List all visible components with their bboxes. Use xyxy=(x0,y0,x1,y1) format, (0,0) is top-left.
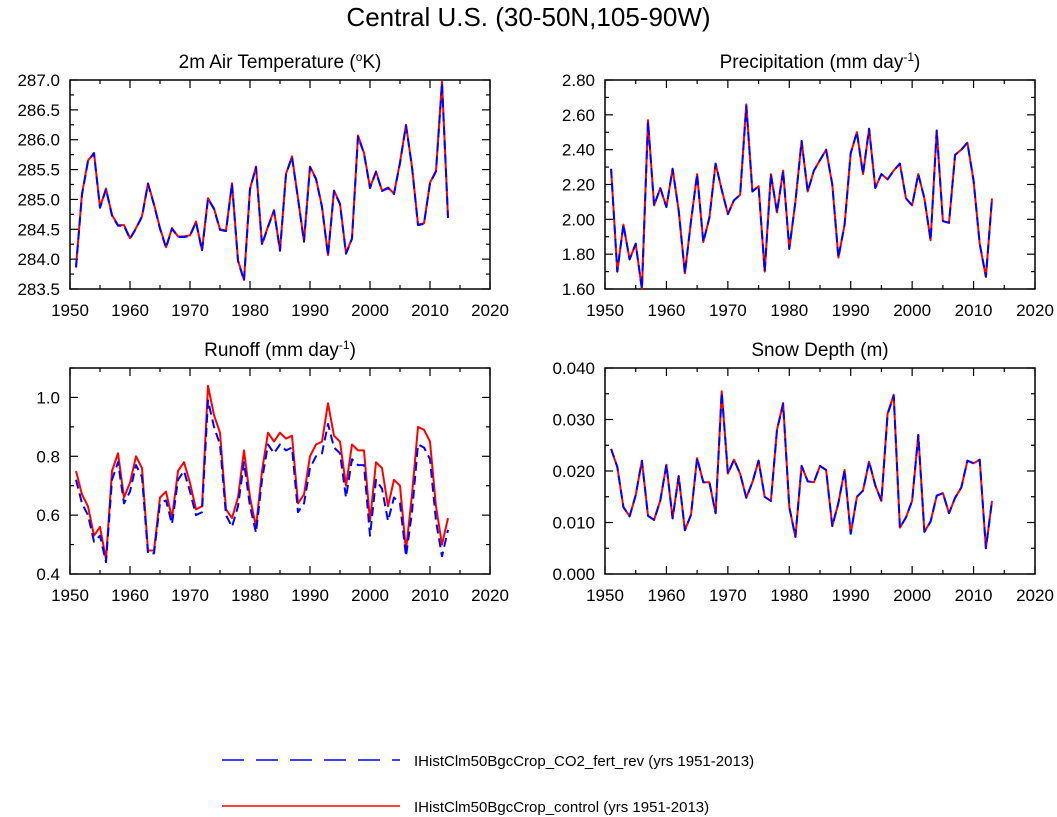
series-line-co2 xyxy=(75,399,449,564)
panel-title-text: Snow Depth (m) xyxy=(751,340,888,361)
x-tick-label: 2000 xyxy=(893,301,931,320)
x-tick-label: 1960 xyxy=(648,586,686,605)
plot-frame xyxy=(69,79,491,290)
panel-precipitation: Precipitation (mm day-1) 1950 1960 1970 1980… xyxy=(562,50,1054,320)
panel-title-superscript: -1 xyxy=(339,338,350,352)
y-tick-label: 2.60 xyxy=(562,106,595,125)
y-tick-label: 0.020 xyxy=(552,462,595,481)
series-line-control xyxy=(75,80,449,281)
y-tick-label: 0.6 xyxy=(36,506,60,525)
x-tick-label: 1990 xyxy=(291,301,329,320)
x-tick-label: 2020 xyxy=(1016,301,1054,320)
panel-title-superscript: -1 xyxy=(903,50,914,64)
x-tick-label: 1950 xyxy=(51,586,89,605)
x-tick-label: 2020 xyxy=(1016,586,1054,605)
x-tick-label: 1950 xyxy=(51,301,89,320)
x-tick-label: 2000 xyxy=(351,586,389,605)
series-line-control xyxy=(75,384,449,561)
x-tick-label: 1970 xyxy=(171,586,209,605)
x-tick-label: 2000 xyxy=(351,301,389,320)
x-tick-label: 1970 xyxy=(709,586,747,605)
figure-title: Central U.S. (30-50N,105-90W) xyxy=(346,2,711,32)
y-tick-label: 0.040 xyxy=(552,359,595,378)
x-tick-label: 2010 xyxy=(411,586,449,605)
series-line-co2 xyxy=(610,391,993,550)
y-tick-label: 1.0 xyxy=(36,388,60,407)
panel-title-suffix: ) xyxy=(350,340,356,361)
series-line-control xyxy=(610,390,993,550)
panel-title: Snow Depth (m) xyxy=(751,340,888,361)
x-tick-label: 2020 xyxy=(471,301,509,320)
panel-air-temperature: 2m Air Temperature (oK) 1950 1960 1970 1980 1… xyxy=(17,50,508,320)
y-tick-label: 0.000 xyxy=(552,565,595,584)
y-tick-label: 285.0 xyxy=(17,190,60,209)
panel-snow-depth: Snow Depth (m) 1950 1960 1970 1980 1990 2000 20… xyxy=(552,340,1053,605)
plot-frame xyxy=(604,367,1036,575)
panel-title: 2m Air Temperature (oK) xyxy=(179,50,382,73)
panel-title-text: Precipitation (mm day xyxy=(720,52,904,73)
panel-title: Runoff (mm day-1) xyxy=(204,338,356,361)
y-tick-label: 286.5 xyxy=(17,101,60,120)
x-tick-label: 1960 xyxy=(111,301,149,320)
panel-runoff: Runoff (mm day-1) 1950 1960 1970 1980 1990 200… xyxy=(36,338,509,605)
x-tick-label: 2020 xyxy=(471,586,509,605)
y-tick-label: 2.40 xyxy=(562,141,595,160)
x-tick-label: 1980 xyxy=(770,301,808,320)
panel-title-superscript: o xyxy=(356,50,363,64)
x-tick-label: 1950 xyxy=(586,301,624,320)
x-tick-label: 1990 xyxy=(291,586,329,605)
y-tick-label: 2.20 xyxy=(562,176,595,195)
panel-title: Precipitation (mm day-1) xyxy=(720,50,921,73)
legend-label-co2: IHistClm50BgcCrop_CO2_fert_rev (yrs 1951… xyxy=(414,753,754,770)
x-tick-label: 2010 xyxy=(955,301,993,320)
y-tick-label: 0.010 xyxy=(552,514,595,533)
panel-title-suffix: K) xyxy=(362,52,381,73)
y-tick-label: 286.0 xyxy=(17,131,60,150)
legend-label-control: IHistClm50BgcCrop_control (yrs 1951-2013… xyxy=(414,799,709,816)
x-tick-label: 1970 xyxy=(171,301,209,320)
panel-title-text: Runoff (mm day xyxy=(204,340,339,361)
x-tick-label: 1990 xyxy=(832,586,870,605)
x-tick-label: 2010 xyxy=(955,586,993,605)
x-tick-label: 1980 xyxy=(231,586,269,605)
x-tick-label: 1980 xyxy=(231,301,269,320)
y-tick-label: 283.5 xyxy=(17,280,60,299)
y-tick-label: 284.5 xyxy=(17,220,60,239)
x-tick-label: 1970 xyxy=(709,301,747,320)
x-tick-label: 2010 xyxy=(411,301,449,320)
x-tick-label: 2000 xyxy=(893,586,931,605)
panel-title-suffix: ) xyxy=(914,52,920,73)
legend: IHistClm50BgcCrop_CO2_fert_rev (yrs 1951… xyxy=(222,753,754,816)
y-tick-label: 0.4 xyxy=(36,565,60,584)
y-tick-label: 2.00 xyxy=(562,210,595,229)
y-tick-label: 2.80 xyxy=(562,71,595,90)
y-tick-label: 1.80 xyxy=(562,245,595,264)
x-tick-label: 1990 xyxy=(832,301,870,320)
series-line-co2 xyxy=(75,82,449,282)
y-tick-label: 1.60 xyxy=(562,280,595,299)
x-tick-label: 1950 xyxy=(586,586,624,605)
x-tick-label: 1960 xyxy=(111,586,149,605)
y-tick-label: 0.030 xyxy=(552,411,595,430)
y-tick-label: 285.5 xyxy=(17,161,60,180)
y-tick-label: 0.8 xyxy=(36,447,60,466)
panel-title-text: 2m Air Temperature ( xyxy=(179,52,357,73)
y-tick-label: 284.0 xyxy=(17,250,60,269)
x-tick-label: 1960 xyxy=(648,301,686,320)
x-tick-label: 1980 xyxy=(770,586,808,605)
series-line-co2 xyxy=(610,105,993,290)
y-tick-label: 287.0 xyxy=(17,71,60,90)
